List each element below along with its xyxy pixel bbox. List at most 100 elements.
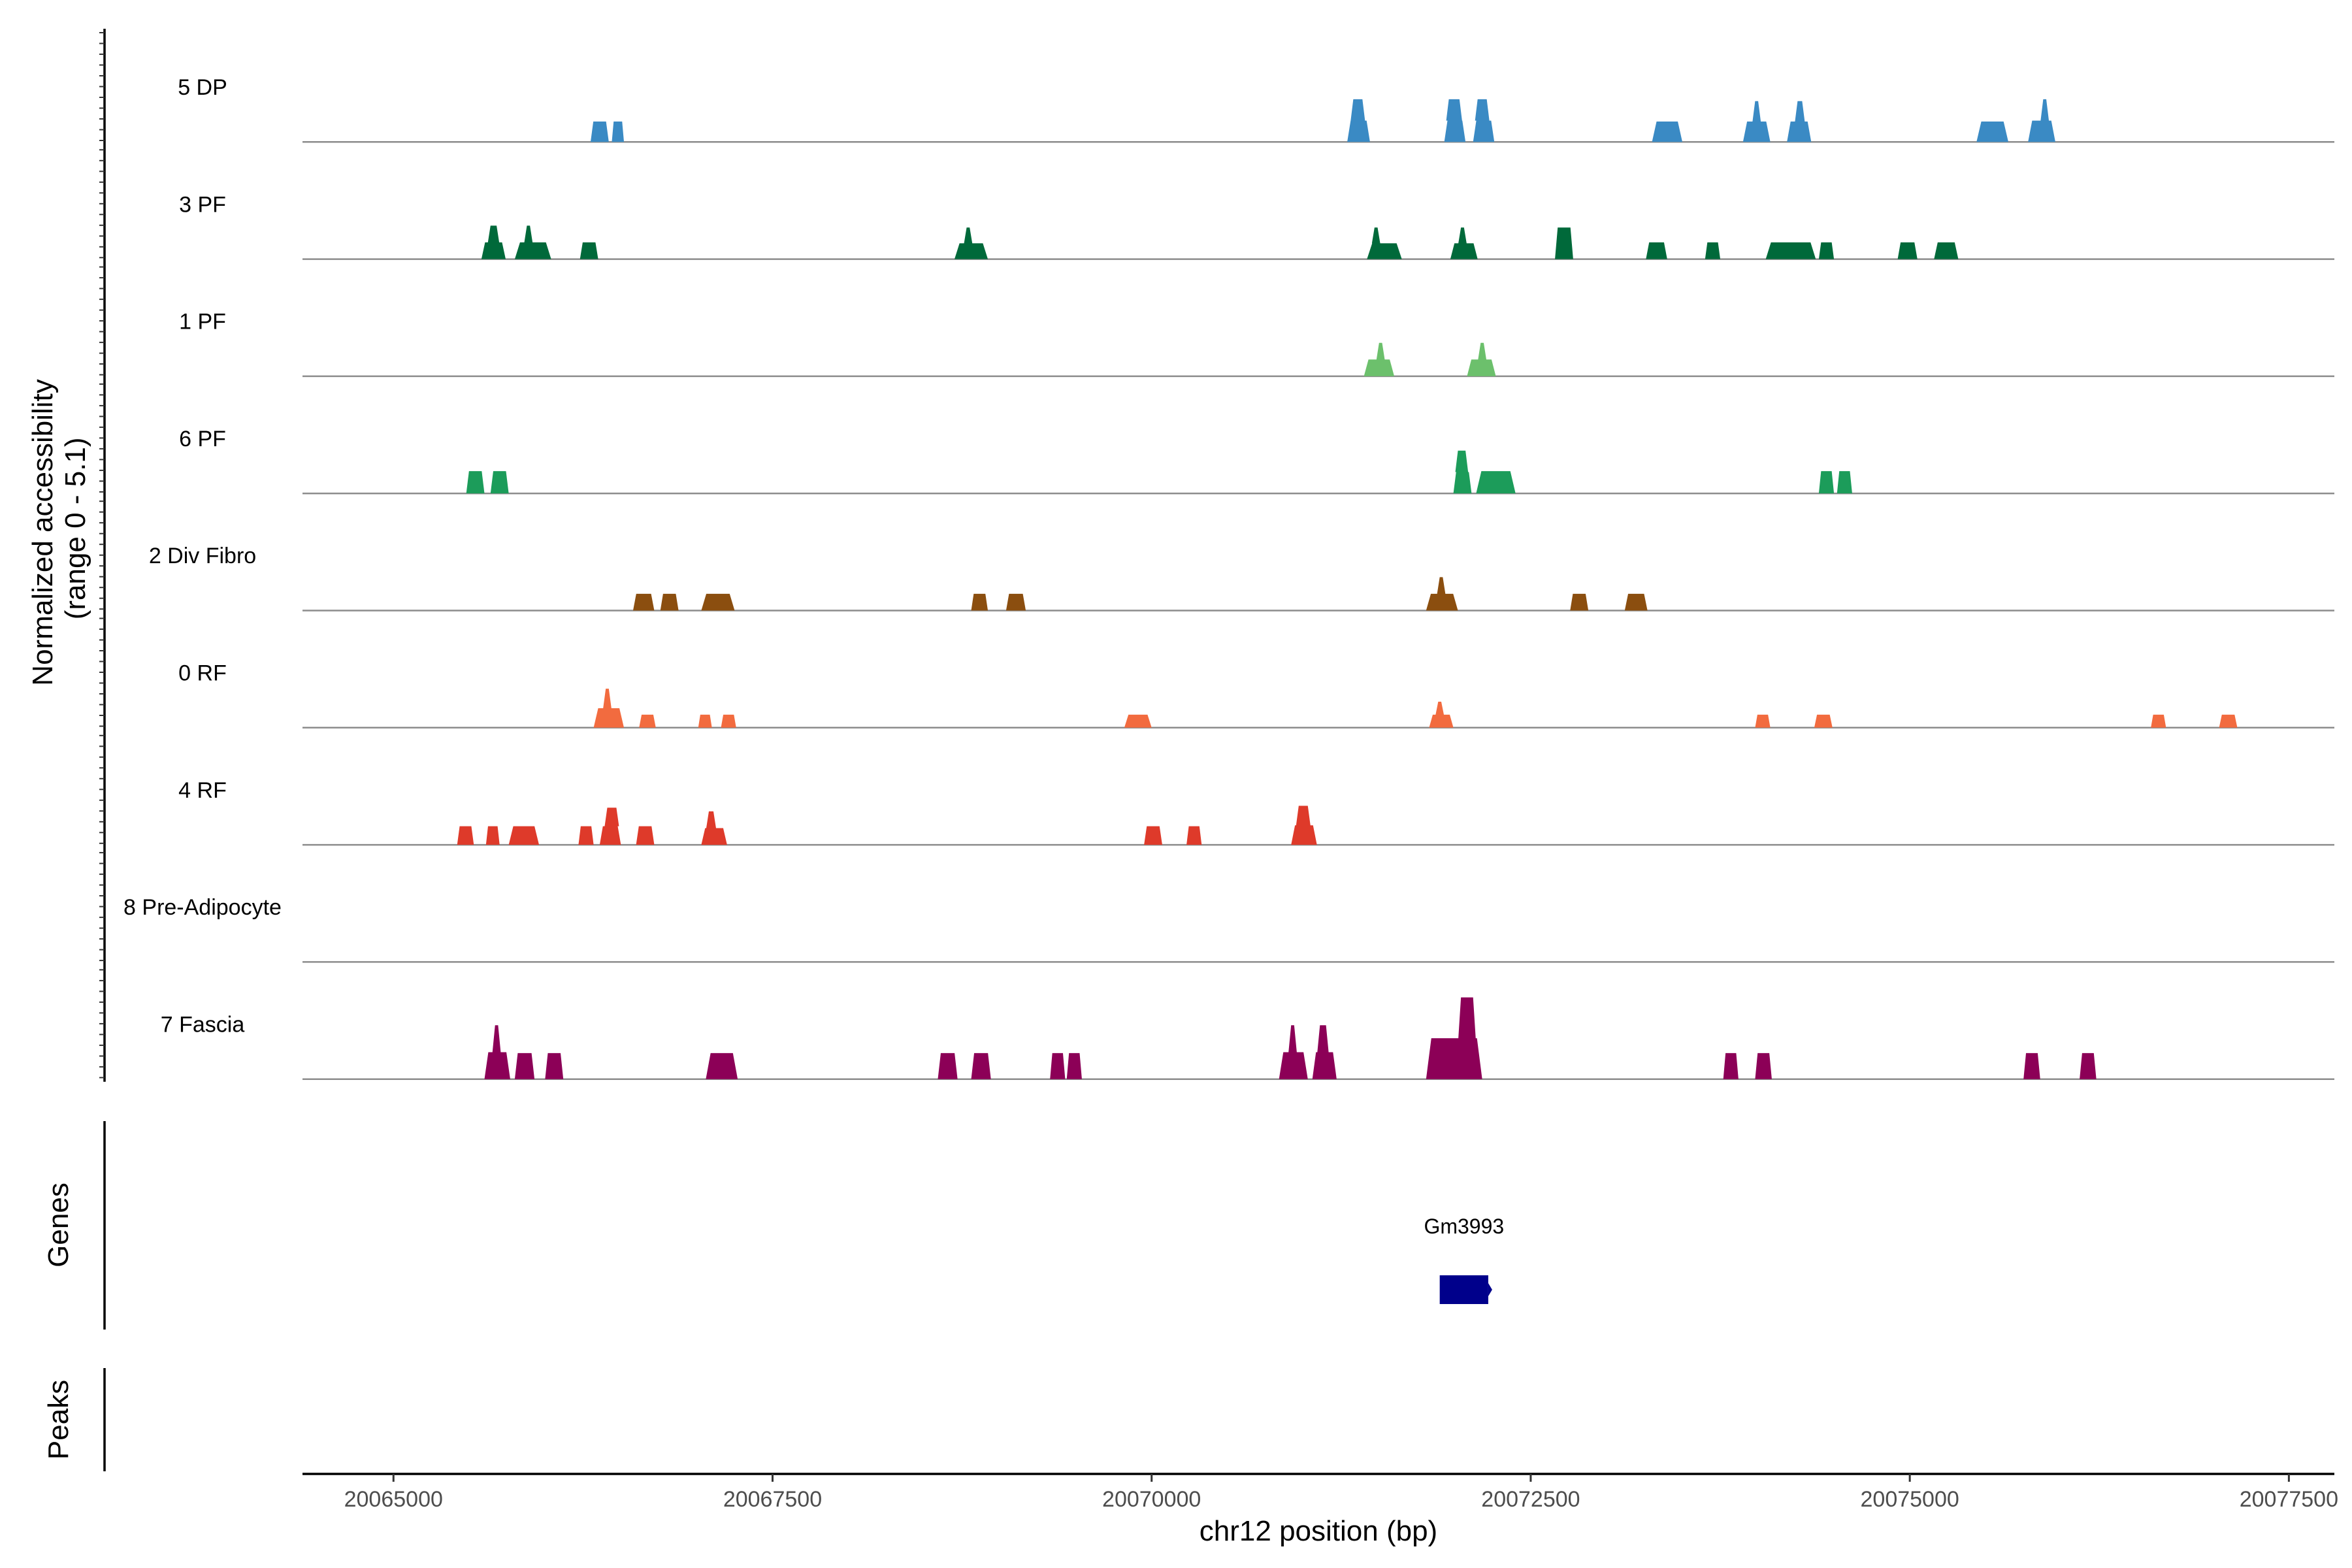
coverage-peak — [508, 826, 540, 845]
coverage-peak — [632, 593, 655, 611]
coverage-peak — [466, 471, 485, 494]
coverage-peak — [1144, 826, 1162, 845]
track-2-div-fibro: 2 Div Fibro — [149, 544, 2334, 612]
coverage-peak — [938, 1053, 958, 1079]
coverage-peak — [1426, 997, 1482, 1079]
coverage-peak — [1066, 1053, 1082, 1079]
genes-track-label: Genes — [42, 1183, 74, 1267]
y-axis-title-line-2: (range 0 - 5.1) — [59, 437, 91, 619]
coverage-peak — [1347, 99, 1370, 142]
track-1-pf: 1 PF — [179, 310, 2334, 378]
coverage-peak — [578, 826, 594, 845]
x-axis: 20065000 20067500 20070000 20072500 20075000… — [302, 1473, 2338, 1512]
coverage-peak — [545, 1053, 564, 1079]
coverage-peak — [1476, 471, 1516, 494]
coverage-peak — [1934, 242, 1959, 259]
coverage-tracks: 5 DP 3 PF 1 PF 6 PF 2 Div Fibro 0 RF 4 RF 8 Pre… — [123, 75, 2334, 1080]
track-6-pf: 6 PF — [179, 427, 2334, 495]
track-label: 6 PF — [179, 427, 226, 451]
track-label: 0 RF — [178, 661, 227, 686]
coverage-peak — [1364, 342, 1395, 376]
coverage-peak — [1646, 242, 1667, 259]
x-tick-label: 20072500 — [1481, 1487, 1580, 1512]
coverage-peak — [1765, 242, 1816, 259]
coverage-peak — [1312, 1025, 1337, 1079]
x-axis-title: chr12 position (bp) — [1200, 1515, 1437, 1547]
coverage-peak — [1291, 806, 1317, 845]
coverage-peak — [485, 826, 500, 845]
track-label: 4 RF — [178, 778, 227, 803]
peaks-track: Peaks — [42, 1368, 106, 1471]
coverage-peak — [1818, 471, 1835, 494]
coverage-peak — [636, 826, 655, 845]
coverage-peak — [1723, 1053, 1739, 1079]
coverage-peak — [1787, 101, 1812, 142]
track-5-dp: 5 DP — [178, 75, 2334, 143]
track-label: 3 PF — [179, 192, 226, 217]
y-axis-title-line-1: Normalized accessibility — [27, 379, 59, 685]
coverage-peak — [1124, 714, 1152, 728]
coverage-peak — [1186, 826, 1202, 845]
peaks-track-label: Peaks — [42, 1380, 74, 1460]
coverage-peak — [514, 225, 551, 259]
coverage-peak — [590, 122, 609, 142]
coverage-peak — [1473, 99, 1495, 142]
coverage-peak — [1818, 242, 1835, 259]
track-4-rf: 4 RF — [178, 778, 2334, 846]
track-label: 7 Fascia — [161, 1012, 245, 1037]
coverage-peak — [2023, 1053, 2040, 1079]
coverage-peak — [971, 1053, 991, 1079]
coverage-peak — [490, 471, 509, 494]
coverage-peak — [599, 808, 621, 845]
coverage-peak — [1005, 593, 1026, 611]
coverage-peak — [1555, 227, 1573, 259]
coverage-peak — [706, 1053, 738, 1079]
coverage-peak — [580, 242, 598, 259]
coverage-peak — [1755, 714, 1771, 728]
coverage-peak — [1279, 1025, 1308, 1079]
x-tick-label: 20067500 — [723, 1487, 822, 1512]
coverage-peak — [721, 714, 736, 728]
coverage-peak — [698, 714, 712, 728]
genes-track: Genes Gm3993 — [42, 1121, 1504, 1330]
coverage-peak — [1624, 593, 1648, 611]
track-label: 2 Div Fibro — [149, 544, 256, 568]
track-3-pf: 3 PF — [179, 192, 2334, 260]
x-tick-label: 20077500 — [2240, 1487, 2338, 1512]
y-axis-coverage — [99, 29, 106, 1082]
coverage-peak — [2028, 99, 2055, 142]
gene-label: Gm3993 — [1424, 1215, 1504, 1238]
coverage-peak — [2219, 714, 2238, 728]
coverage-peak — [701, 593, 735, 611]
coverage-peak — [2080, 1053, 2097, 1079]
track-8-pre-adipocyte: 8 Pre-Adipocyte — [123, 895, 2334, 963]
coverage-peak — [1976, 122, 2009, 142]
coverage-peak — [1467, 342, 1496, 376]
coverage-peak — [484, 1025, 510, 1079]
coverage-peak — [701, 811, 727, 845]
coverage-peak — [457, 826, 474, 845]
coverage-peak — [954, 227, 988, 259]
track-7-fascia: 7 Fascia — [161, 997, 2334, 1080]
gene-strand-arrow-icon — [1488, 1283, 1492, 1296]
coverage-peak — [1429, 701, 1454, 728]
coverage-peak — [1367, 227, 1402, 259]
gene-body — [1439, 1275, 1488, 1304]
coverage-peak — [1450, 227, 1478, 259]
coverage-peak — [1444, 99, 1466, 142]
coverage-peak — [1897, 242, 1918, 259]
coverage-peak — [1652, 122, 1683, 142]
coverage-peak — [1755, 1053, 1772, 1079]
coverage-peak — [2151, 714, 2166, 728]
track-label: 1 PF — [179, 310, 226, 335]
coverage-peak — [481, 225, 506, 259]
coverage-peak — [612, 122, 625, 142]
coverage-peak — [1453, 450, 1472, 494]
coverage-peak — [1050, 1053, 1066, 1079]
coverage-peak — [1570, 593, 1589, 611]
coverage-peak — [1814, 714, 1833, 728]
x-tick-label: 20065000 — [344, 1487, 443, 1512]
coverage-peak — [660, 593, 679, 611]
coverage-peak — [639, 714, 656, 728]
